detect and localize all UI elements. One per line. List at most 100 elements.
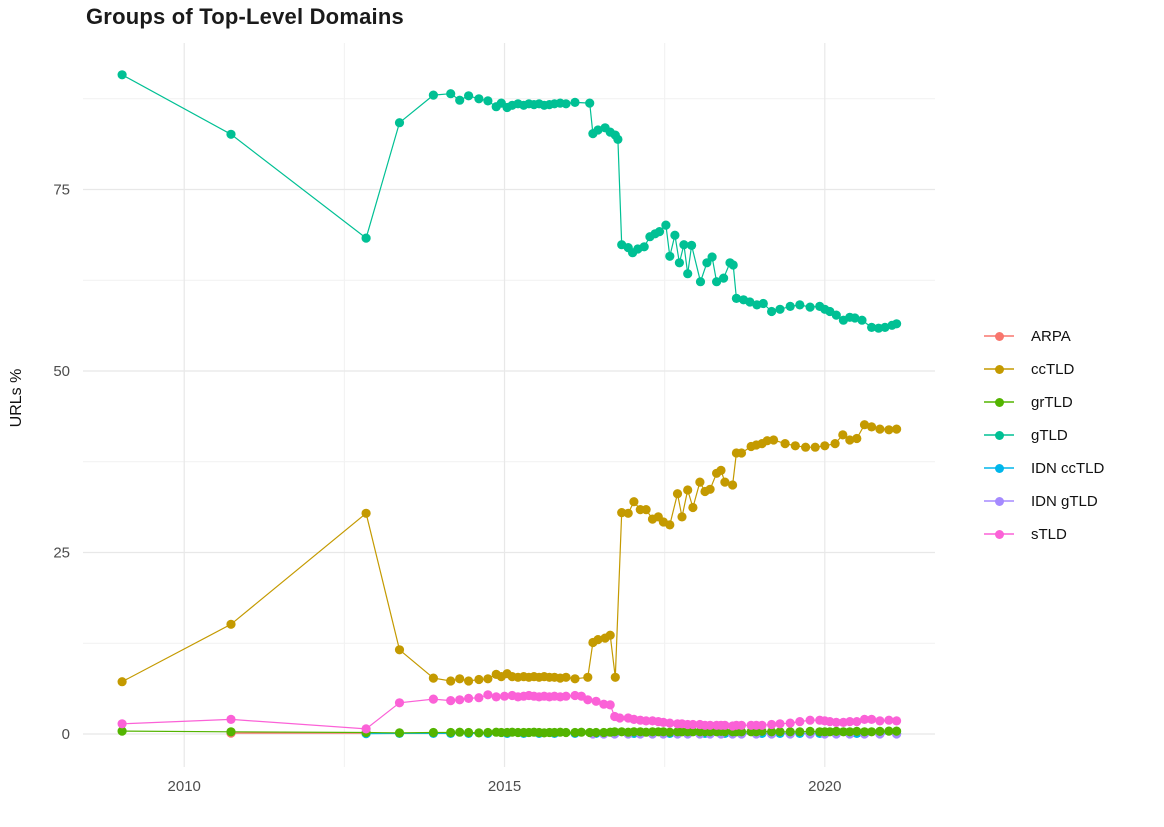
data-point (613, 134, 623, 144)
data-point (775, 304, 785, 314)
data-point (683, 269, 693, 279)
data-point (838, 727, 849, 737)
data-point (394, 728, 405, 738)
data-point (394, 698, 405, 708)
x-tick-label: 2015 (488, 778, 521, 795)
gridlines-major (83, 43, 935, 767)
data-point (867, 714, 877, 725)
data-point (117, 726, 127, 736)
legend-item: gTLD (984, 425, 1104, 445)
y-tick-label: 25 (53, 544, 70, 561)
data-point (591, 696, 601, 706)
data-point (561, 99, 571, 109)
data-point (859, 420, 870, 430)
legend-key-icon (984, 496, 1014, 507)
data-point (561, 727, 571, 738)
data-point (661, 220, 671, 230)
series-grtld (117, 726, 902, 738)
data-point (464, 727, 474, 738)
data-point (820, 441, 830, 451)
data-point (705, 484, 715, 494)
data-point (831, 717, 841, 728)
data-point (884, 715, 894, 725)
data-point (361, 724, 371, 734)
data-point (875, 716, 885, 726)
data-point (758, 298, 768, 309)
data-point (805, 302, 815, 312)
legend-item: ARPA (984, 326, 1104, 346)
data-point (720, 720, 730, 730)
data-point (875, 726, 885, 737)
data-point (892, 424, 902, 434)
legend-label: ARPA (1031, 327, 1071, 345)
data-point (226, 619, 236, 629)
legend-label: ccTLD (1031, 360, 1075, 378)
data-point (852, 433, 862, 444)
data-point (561, 672, 571, 682)
data-point (665, 718, 675, 728)
data-point (561, 691, 571, 701)
legend: ARPA ccTLD grTLD gTLD IDN ccTLD IDN gTLD… (984, 326, 1104, 544)
data-point (801, 442, 811, 452)
data-point (641, 505, 651, 515)
data-point (867, 322, 877, 332)
data-point (665, 251, 675, 261)
data-point (707, 252, 717, 262)
data-point (892, 319, 902, 329)
data-point (226, 727, 236, 737)
data-point (767, 727, 777, 737)
legend-key-icon (984, 397, 1014, 408)
x-tick-label: 2020 (808, 778, 841, 795)
data-point (679, 240, 689, 250)
data-point (745, 297, 755, 307)
data-point (665, 520, 675, 530)
data-point (769, 435, 779, 445)
data-point (629, 497, 639, 507)
data-point (117, 719, 127, 729)
data-point (831, 310, 841, 320)
data-point (780, 439, 790, 449)
data-point (795, 717, 805, 727)
data-point (428, 90, 438, 100)
legend-label: IDN gTLD (1031, 492, 1098, 510)
legend-key-icon (984, 529, 1014, 540)
data-point (455, 95, 465, 105)
data-point (867, 727, 877, 737)
data-point (867, 422, 877, 432)
data-point (838, 430, 848, 440)
data-point (857, 315, 867, 325)
data-point (394, 645, 405, 655)
data-point (591, 727, 601, 738)
data-point (720, 477, 730, 487)
legend-item: sTLD (984, 524, 1104, 544)
data-point (361, 233, 371, 243)
data-point (695, 477, 705, 487)
data-point (785, 727, 795, 737)
data-point (859, 714, 870, 725)
data-point (226, 129, 236, 139)
data-point (639, 242, 649, 252)
data-point (464, 693, 474, 704)
data-point (683, 485, 693, 495)
legend-key-icon (984, 364, 1014, 375)
data-point (483, 96, 493, 106)
data-point (736, 727, 747, 737)
data-point (464, 676, 474, 686)
legend-key-icon (984, 430, 1014, 441)
legend-item: grTLD (984, 392, 1104, 412)
axis-tick-labels: 2010 2015 2020 0 25 50 75 (53, 181, 841, 795)
legend-label: grTLD (1031, 393, 1073, 411)
data-point (884, 425, 894, 435)
data-point (593, 635, 603, 645)
data-point (850, 313, 860, 323)
data-point (394, 118, 405, 128)
y-tick-label: 75 (53, 181, 70, 198)
data-point (767, 719, 777, 730)
data-point (623, 508, 633, 518)
data-point (576, 727, 587, 737)
data-point (361, 508, 371, 518)
data-point (805, 715, 815, 725)
data-point (428, 694, 438, 704)
series-gtld (117, 70, 902, 333)
data-point (446, 676, 456, 686)
